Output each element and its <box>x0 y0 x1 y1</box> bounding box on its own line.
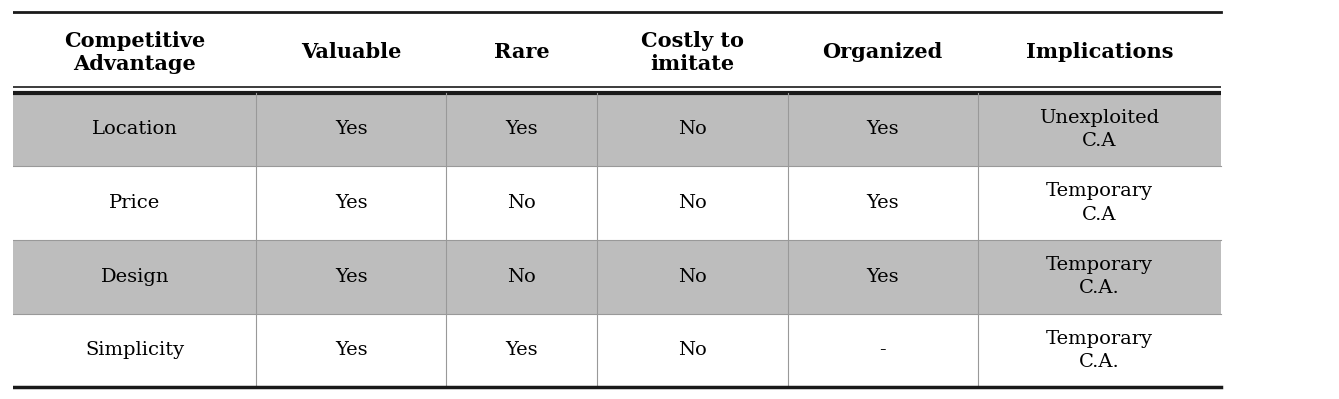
Text: Yes: Yes <box>866 194 898 212</box>
Text: Yes: Yes <box>866 120 898 138</box>
Text: Yes: Yes <box>335 120 368 138</box>
Text: Yes: Yes <box>335 194 368 212</box>
Text: No: No <box>678 268 707 286</box>
Bar <box>13 93 1221 166</box>
Bar <box>13 12 256 93</box>
Text: Yes: Yes <box>335 342 368 359</box>
Text: Organized: Organized <box>822 42 943 62</box>
Text: Simplicity: Simplicity <box>86 342 185 359</box>
Text: Competitive
Advantage: Competitive Advantage <box>64 31 205 74</box>
Text: No: No <box>507 194 536 212</box>
Text: Rare: Rare <box>494 42 550 62</box>
Text: Temporary
C.A.: Temporary C.A. <box>1046 330 1153 371</box>
Bar <box>597 12 787 93</box>
Text: No: No <box>678 342 707 359</box>
Bar <box>787 12 977 93</box>
Bar <box>977 12 1221 93</box>
Bar <box>13 166 1221 240</box>
Text: Valuable: Valuable <box>301 42 402 62</box>
Text: Temporary
C.A.: Temporary C.A. <box>1046 256 1153 298</box>
Text: No: No <box>678 194 707 212</box>
Bar <box>446 12 597 93</box>
Bar <box>13 240 1221 314</box>
Bar <box>256 12 446 93</box>
Text: No: No <box>678 120 707 138</box>
Bar <box>13 314 1221 387</box>
Text: No: No <box>507 268 536 286</box>
Text: Costly to
imitate: Costly to imitate <box>641 31 744 74</box>
Text: Yes: Yes <box>506 120 538 138</box>
Text: Yes: Yes <box>866 268 898 286</box>
Text: Design: Design <box>100 268 169 286</box>
Text: Temporary
C.A: Temporary C.A <box>1046 182 1153 224</box>
Text: Yes: Yes <box>506 342 538 359</box>
Text: Yes: Yes <box>335 268 368 286</box>
Text: -: - <box>880 342 886 359</box>
Text: Location: Location <box>92 120 178 138</box>
Text: Price: Price <box>110 194 161 212</box>
Text: Implications: Implications <box>1026 42 1173 62</box>
Text: Unexploited
C.A: Unexploited C.A <box>1039 109 1160 150</box>
